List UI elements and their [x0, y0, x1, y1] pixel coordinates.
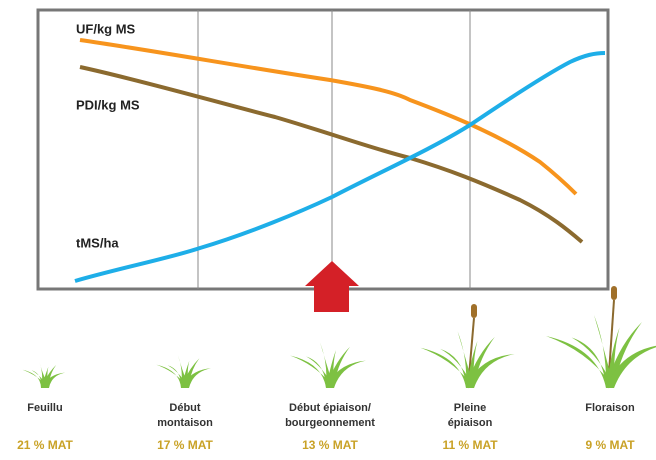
blade — [320, 342, 334, 388]
blade — [326, 360, 366, 388]
stage-mat: 21 % MAT — [17, 438, 73, 452]
curve-label: UF/kg MS — [76, 21, 136, 36]
stages: Feuillu 21 % MAT Début montaison 17 % MAT Déb… — [17, 286, 656, 452]
stage-mat: 13 % MAT — [302, 438, 358, 452]
stage-mat: 11 % MAT — [442, 438, 498, 452]
stage-name: Début — [169, 402, 201, 414]
curve-label: tMS/ha — [76, 235, 119, 250]
blade — [156, 364, 189, 388]
stage-name: bourgeonnement — [285, 417, 375, 429]
blade — [41, 364, 57, 388]
stage-mat: 17 % MAT — [157, 438, 213, 452]
blade — [41, 372, 66, 388]
stage-name: montaison — [157, 417, 213, 429]
pdi-curve — [79, 65, 584, 244]
stage-name: épiaison — [448, 417, 493, 429]
grass-icon — [420, 304, 515, 389]
blade — [606, 327, 620, 388]
grass-icon — [156, 355, 211, 388]
blade — [440, 348, 474, 388]
stage-arrow — [305, 261, 359, 312]
uf-curve — [79, 38, 578, 196]
grass-icon — [290, 342, 366, 388]
grass-icon — [22, 362, 66, 388]
stage-name: Pleine — [454, 402, 486, 414]
blade — [181, 368, 211, 388]
blade — [606, 345, 656, 388]
blade — [181, 358, 200, 388]
blade — [466, 341, 478, 388]
stage-name: Début épiaison/ — [289, 402, 371, 414]
cattail-head — [471, 304, 477, 318]
blade — [326, 350, 336, 388]
stage-name: Floraison — [585, 402, 635, 414]
curve-label: PDI/kg MS — [76, 97, 140, 112]
stage-name: Feuillu — [27, 402, 62, 414]
blade — [466, 354, 515, 388]
grass-icon — [546, 286, 656, 389]
cattail-head — [611, 286, 617, 300]
blade — [546, 336, 614, 388]
stage-mat: 9 % MAT — [585, 438, 635, 452]
tms-curve — [74, 51, 606, 283]
